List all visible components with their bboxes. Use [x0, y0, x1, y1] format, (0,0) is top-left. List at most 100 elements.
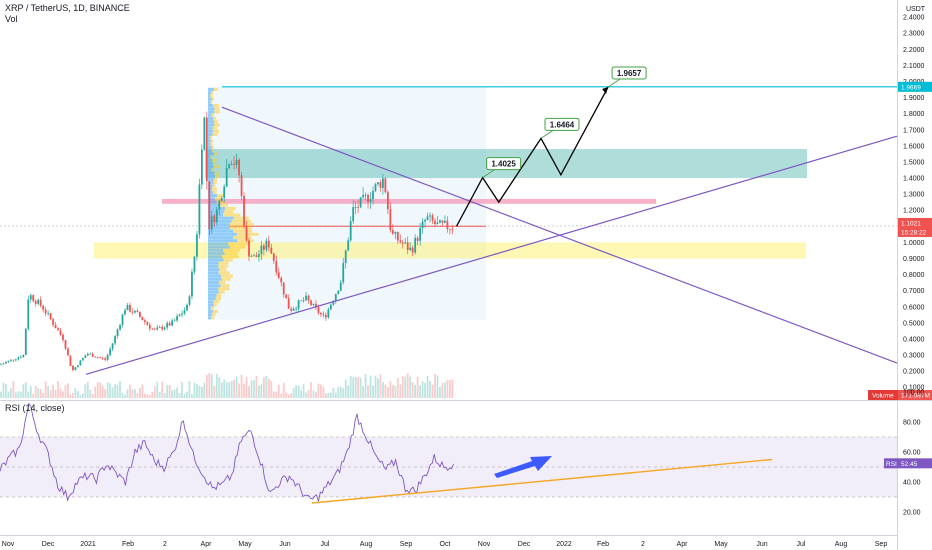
- candle-body: [111, 343, 114, 349]
- candle-body: [349, 221, 352, 241]
- candle-body: [339, 282, 342, 291]
- volume-bar: [245, 376, 248, 398]
- volume-bar: [62, 391, 64, 398]
- candle-body: [69, 355, 72, 366]
- volume-profile-bar-up: [208, 158, 213, 162]
- volume-profile-bar-down: [236, 232, 259, 236]
- candle-body: [426, 216, 429, 220]
- candle-body: [198, 184, 201, 235]
- candle-body: [49, 313, 52, 320]
- candle-body: [240, 175, 243, 197]
- volume-value-tag: 171.087M: [901, 393, 930, 400]
- candle-body: [233, 163, 236, 165]
- volume-bar: [89, 389, 92, 398]
- volume-bar: [49, 389, 52, 398]
- volume-indicator-label: Vol: [5, 14, 18, 24]
- volume-bar: [327, 392, 330, 398]
- time-axis-label: Apr: [677, 541, 689, 548]
- volume-profile-bar-up: [208, 203, 221, 207]
- volume-profile-bar-down: [223, 258, 233, 262]
- projection-path: [455, 86, 609, 227]
- volume-profile-bar-down: [220, 274, 233, 278]
- volume-bar: [240, 374, 243, 398]
- volume-value-tag-bg: [898, 390, 932, 400]
- volume-profile-bar-up: [208, 277, 222, 281]
- volume-bar: [250, 380, 253, 398]
- volume-profile-bar-down: [231, 219, 251, 223]
- volume-profile-bar-down: [220, 203, 228, 207]
- volume-bar: [126, 389, 129, 398]
- volume-profile-bar-up: [208, 110, 215, 114]
- volume-bar: [406, 373, 409, 398]
- volume-bar: [285, 392, 288, 398]
- price-tick-label: 2.4000: [903, 15, 925, 22]
- candle-body: [183, 310, 186, 314]
- candle-body: [369, 198, 372, 203]
- candle-body: [7, 360, 10, 362]
- volume-bar: [121, 392, 124, 398]
- volume-bar: [220, 382, 223, 398]
- volume-profile-bar-up: [208, 165, 214, 169]
- rsi-value-tag-bg: [898, 458, 932, 469]
- volume-bar: [124, 394, 126, 398]
- volume-profile-bar-down: [213, 152, 219, 156]
- volume-bar: [176, 387, 178, 398]
- volume-profile-bar-up: [208, 245, 230, 249]
- price-tick-label: 1.3000: [903, 192, 925, 199]
- volume-profile-bar-down: [218, 271, 230, 275]
- candle-body: [101, 357, 104, 359]
- candle-body: [178, 314, 181, 317]
- price-tick-label: 2.3000: [903, 31, 925, 38]
- volume-profile-bar-up: [208, 87, 214, 91]
- candle-body: [414, 237, 417, 253]
- volume-bar: [188, 381, 191, 398]
- volume-bar: [7, 391, 10, 398]
- candle-body: [200, 149, 203, 185]
- volume-bar: [295, 385, 298, 398]
- volume-bar: [342, 387, 345, 398]
- volume-profile-bar-down: [212, 161, 216, 165]
- candle-body: [136, 310, 139, 313]
- candle-body: [436, 222, 439, 225]
- candle-body: [24, 328, 27, 355]
- volume-profile-bar-down: [218, 281, 226, 285]
- volume-bar: [424, 382, 426, 398]
- candle-body: [193, 256, 196, 272]
- time-axis-label: 2: [641, 541, 645, 548]
- volume-bar: [178, 393, 181, 398]
- volume-bar: [12, 381, 15, 398]
- price-tick-label: 0.8000: [903, 272, 925, 279]
- volume-bar: [436, 375, 439, 398]
- candle-body: [225, 167, 228, 187]
- volume-profile-bar-down: [214, 197, 221, 201]
- candle-body: [54, 324, 57, 329]
- candle-body: [138, 312, 141, 317]
- candle-body: [151, 328, 154, 330]
- time-axis-label: Sep: [400, 541, 413, 548]
- volume-bar: [148, 394, 151, 398]
- volume-bar: [81, 393, 84, 398]
- candle-body: [401, 242, 404, 244]
- volume-bar: [389, 381, 392, 398]
- candle-body: [334, 294, 337, 301]
- volume-profile-bar-down: [224, 252, 238, 256]
- rsi-legend-label: RSI: [886, 461, 897, 468]
- price-currency-label: USDT: [906, 6, 926, 13]
- candle-body: [2, 363, 5, 365]
- candle-body: [327, 309, 330, 318]
- volume-profile-bar-up: [208, 316, 212, 320]
- candle-body: [188, 296, 191, 305]
- volume-bar: [253, 380, 255, 398]
- volume-bar: [367, 385, 369, 398]
- volume-bar: [322, 386, 325, 398]
- volume-profile-bar-down: [213, 190, 217, 194]
- price-tick-label: 0.9000: [903, 256, 925, 263]
- volume-profile-bar-down: [213, 165, 220, 169]
- candle-body: [74, 367, 77, 371]
- candle-body: [158, 326, 161, 328]
- volume-bar: [394, 386, 397, 398]
- candle-body: [352, 207, 355, 222]
- volume-profile-bar-down: [212, 187, 218, 191]
- volume-profile-bar-up: [208, 94, 211, 98]
- volume-profile-bar-down: [212, 158, 218, 162]
